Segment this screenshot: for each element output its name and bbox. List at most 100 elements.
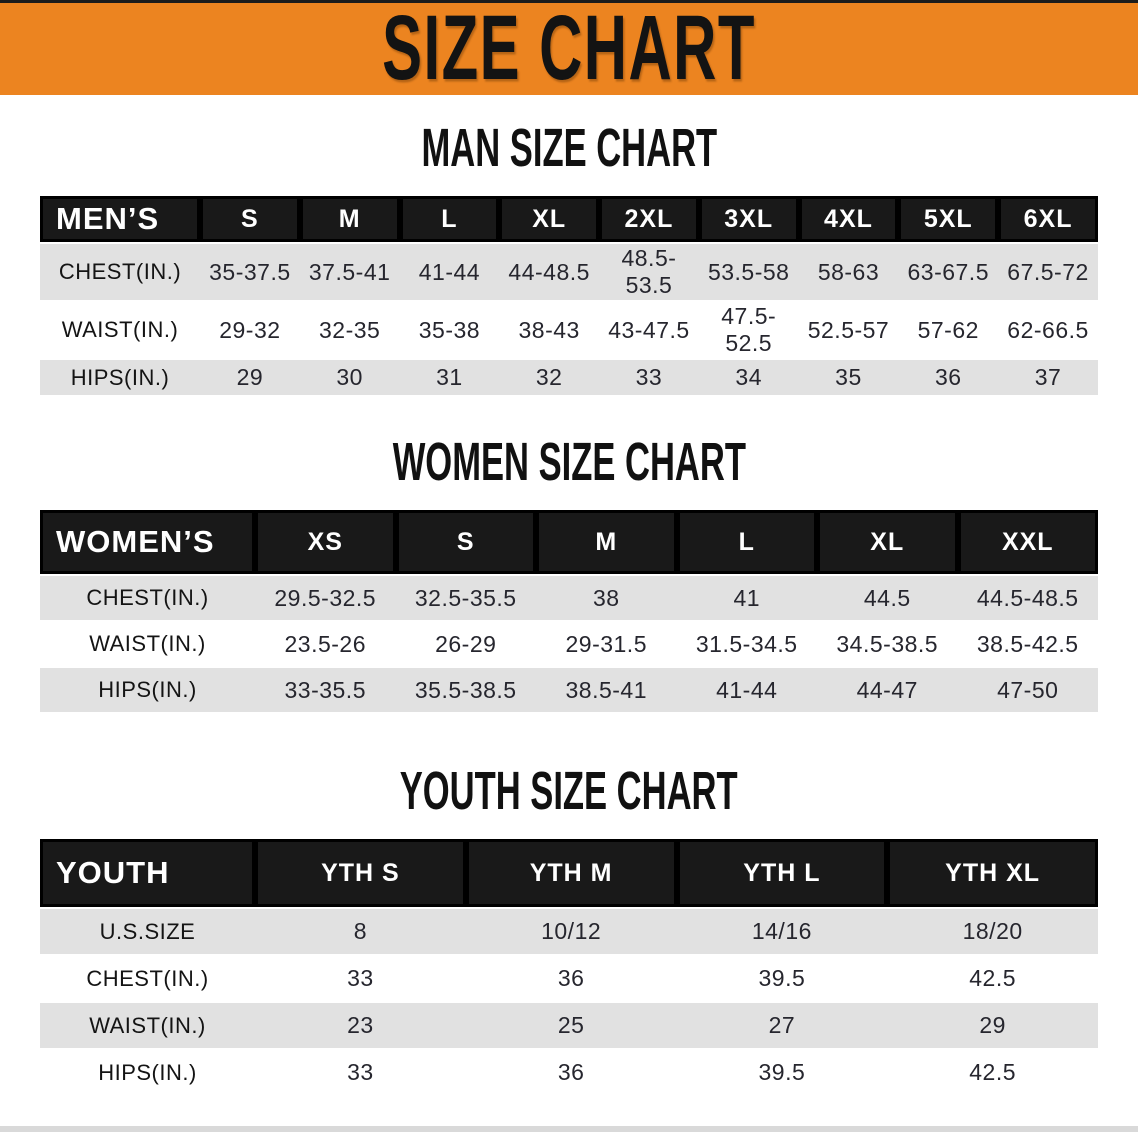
size-value-cell: 44-47 <box>856 676 918 703</box>
size-value-cell: 35-38 <box>418 316 481 343</box>
men-header-row: MEN’S S M L XL 2XL 3XL 4XL 5XL 6XL <box>40 196 1098 242</box>
size-value-cell: 38.5-42.5 <box>976 630 1079 657</box>
size-value-cell: 27 <box>768 1012 796 1038</box>
size-value-cell: 36 <box>934 364 962 390</box>
size-value-cell: 52.5-57 <box>807 316 890 343</box>
size-value-cell: 30 <box>336 364 363 390</box>
men-section-heading-text: MAN SIZE CHART <box>421 118 717 179</box>
youth-section-heading: YOUTH SIZE CHART <box>0 762 1138 821</box>
size-value-cell: 29-31.5 <box>565 630 647 657</box>
size-value-cell: 38 <box>592 584 620 611</box>
men-size-col-header: 5XL <box>898 196 999 242</box>
size-value-cell: 8 <box>353 918 368 944</box>
row-label: HIPS(IN.) <box>98 1059 197 1085</box>
size-value-cell: 14/16 <box>751 918 812 944</box>
size-value-cell: 44-48.5 <box>508 258 590 285</box>
size-chart-banner: SIZE CHART <box>0 0 1138 99</box>
row-label: HIPS(IN.) <box>70 364 170 390</box>
banner-title: SIZE CHART <box>382 0 756 100</box>
men-waist-row: WAIST(IN.) 29-32 32-35 35-38 38-43 43-47… <box>40 302 1098 358</box>
size-value-cell: 67.5-72 <box>1007 258 1089 285</box>
size-value-cell: 35-37.5 <box>209 258 291 285</box>
youth-size-col-header: YTH L <box>676 839 888 907</box>
women-chest-row: CHEST(IN.) 29.5-32.5 32.5-35.5 38 41 44.… <box>40 576 1098 620</box>
women-section-heading-text: WOMEN SIZE CHART <box>392 432 746 493</box>
size-value-cell: 47-50 <box>997 676 1059 703</box>
size-value-cell: 25 <box>557 1012 585 1038</box>
youth-size-col-header: YTH S <box>255 839 466 907</box>
size-value-cell: 23 <box>347 1012 374 1038</box>
women-size-col-header: M <box>536 510 677 574</box>
men-corner-label: MEN’S <box>40 196 200 242</box>
men-size-col-header: XL <box>499 196 600 242</box>
size-value-cell: 29 <box>979 1012 1006 1038</box>
size-value-cell: 31 <box>436 364 463 390</box>
youth-hips-row: HIPS(IN.) 33 36 39.5 42.5 <box>40 1050 1098 1095</box>
size-value-cell: 37.5-41 <box>308 258 391 285</box>
women-size-col-header: XL <box>817 510 958 574</box>
size-value-cell: 53.5-58 <box>707 258 790 285</box>
size-value-cell: 35 <box>835 364 862 390</box>
size-value-cell: 32-35 <box>318 316 381 343</box>
size-value-cell: 33 <box>347 965 374 991</box>
women-size-col-header: S <box>395 510 536 574</box>
row-label: WAIST(IN.) <box>61 317 179 342</box>
size-value-cell: 31.5-34.5 <box>695 630 798 657</box>
men-size-col-header: 2XL <box>599 196 699 242</box>
youth-size-col-header: YTH XL <box>887 839 1098 907</box>
size-value-cell: 57-62 <box>917 316 979 343</box>
row-label: WAIST(IN.) <box>89 631 206 656</box>
women-section-heading: WOMEN SIZE CHART <box>0 433 1138 492</box>
youth-size-table: YOUTH YTH S YTH M YTH L YTH XL U.S.SIZE … <box>40 837 1098 1097</box>
size-value-cell: 63-67.5 <box>907 258 989 285</box>
men-size-col-header: L <box>399 196 500 242</box>
size-value-cell: 26-29 <box>435 630 497 657</box>
size-value-cell: 33 <box>635 364 663 390</box>
youth-corner-label: YOUTH <box>40 839 255 907</box>
row-label: CHEST(IN.) <box>86 585 209 610</box>
size-value-cell: 34.5-38.5 <box>836 630 939 657</box>
youth-header-row: YOUTH YTH S YTH M YTH L YTH XL <box>40 839 1098 907</box>
size-value-cell: 47.5-52.5 <box>721 303 777 356</box>
women-size-col-header: XXL <box>957 510 1098 574</box>
size-value-cell: 32.5-35.5 <box>414 584 517 611</box>
size-value-cell: 58-63 <box>817 258 880 285</box>
size-value-cell: 38-43 <box>518 316 580 343</box>
women-header-row: WOMEN’S XS S M L XL XXL <box>40 510 1098 574</box>
size-value-cell: 36 <box>557 1059 585 1085</box>
row-label: CHEST(IN.) <box>58 259 182 284</box>
size-value-cell: 35.5-38.5 <box>414 676 517 703</box>
youth-size-col-header: YTH M <box>465 839 677 907</box>
size-value-cell: 39.5 <box>758 1059 806 1085</box>
size-value-cell: 29.5-32.5 <box>274 584 377 611</box>
size-value-cell: 41-44 <box>418 258 481 285</box>
size-value-cell: 37 <box>1034 364 1062 390</box>
youth-waist-row: WAIST(IN.) 23 25 27 29 <box>40 1003 1098 1048</box>
size-value-cell: 42.5 <box>969 1059 1016 1085</box>
size-value-cell: 42.5 <box>969 965 1016 991</box>
youth-ussize-row: U.S.SIZE 8 10/12 14/16 18/20 <box>40 909 1098 954</box>
row-label: HIPS(IN.) <box>98 677 197 702</box>
women-waist-row: WAIST(IN.) 23.5-26 26-29 29-31.5 31.5-34… <box>40 622 1098 666</box>
size-value-cell: 41-44 <box>716 676 778 703</box>
size-value-cell: 36 <box>557 965 585 991</box>
size-value-cell: 43-47.5 <box>608 316 690 343</box>
size-value-cell: 44.5-48.5 <box>976 584 1079 611</box>
men-size-table: MEN’S S M L XL 2XL 3XL 4XL 5XL 6XL CHEST… <box>40 194 1098 397</box>
row-label: CHEST(IN.) <box>86 965 209 991</box>
size-value-cell: 32 <box>535 364 563 390</box>
men-chest-row: CHEST(IN.) 35-37.5 37.5-41 41-44 44-48.5… <box>40 244 1098 300</box>
women-size-table: WOMEN’S XS S M L XL XXL CHEST(IN.) 29.5-… <box>40 508 1098 714</box>
size-value-cell: 41 <box>733 584 761 611</box>
women-hips-row: HIPS(IN.) 33-35.5 35.5-38.5 38.5-41 41-4… <box>40 668 1098 712</box>
men-size-col-header: M <box>299 196 400 242</box>
size-value-cell: 48.5-53.5 <box>621 245 677 298</box>
size-value-cell: 10/12 <box>541 918 602 944</box>
men-size-col-header: 6XL <box>998 196 1098 242</box>
size-value-cell: 62-66.5 <box>1007 316 1089 343</box>
size-value-cell: 38.5-41 <box>565 676 647 703</box>
size-value-cell: 33-35.5 <box>284 676 366 703</box>
youth-chest-row: CHEST(IN.) 33 36 39.5 42.5 <box>40 956 1098 1001</box>
men-hips-row: HIPS(IN.) 29 30 31 32 33 34 35 36 37 <box>40 360 1098 395</box>
size-value-cell: 44.5 <box>863 584 911 611</box>
